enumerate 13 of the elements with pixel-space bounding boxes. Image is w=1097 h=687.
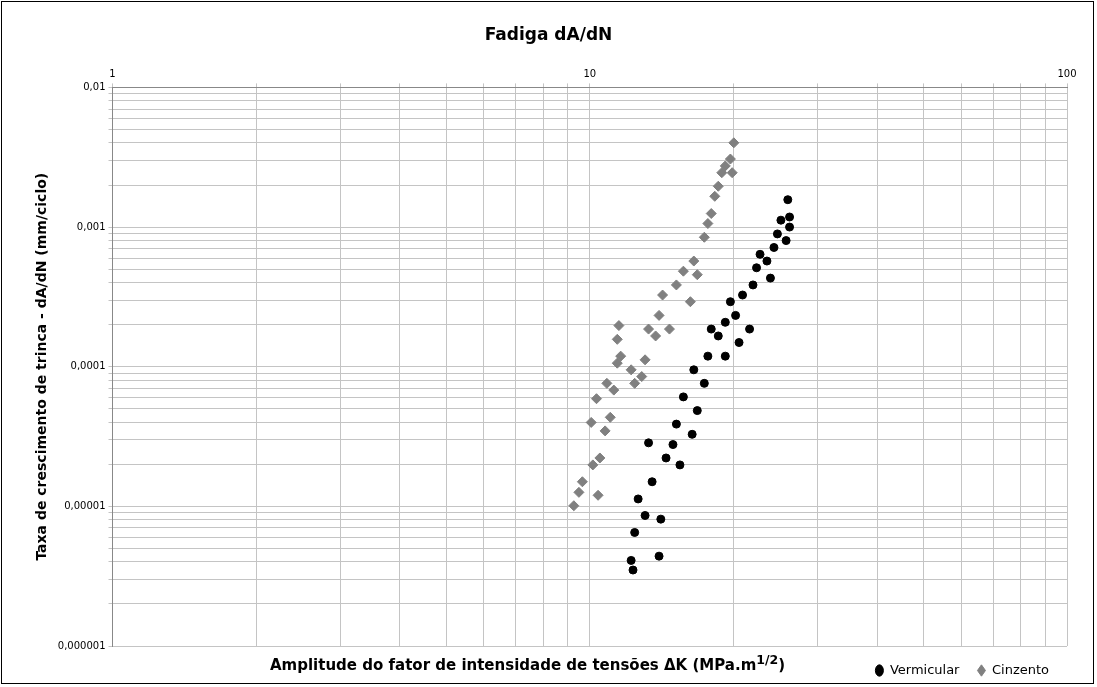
x-tick-label: 100	[1057, 67, 1077, 79]
legend-label: Cinzento	[991, 661, 1050, 677]
chart-title: Fadiga dA/dN	[484, 23, 613, 44]
x-axis-title: Amplitude do fator de intensidade de tensões ΔK (MPa.m$^{1/2}$)	[270, 652, 786, 674]
x-tick-label: 10	[583, 67, 597, 79]
y-tick-label: 0,00001	[64, 499, 106, 511]
y-axis-title: Taxa de crescimento de trinca - dA/dN (mm/ciclo)	[33, 172, 50, 561]
y-tick-label: 0,000001	[57, 639, 106, 651]
legend-label: Vermicular	[889, 661, 961, 677]
x-tick-label: 1	[109, 67, 116, 79]
y-tick-label: 0,01	[83, 80, 106, 92]
y-tick-label: 0,0001	[70, 360, 106, 372]
y-tick-label: 0,001	[76, 220, 106, 232]
